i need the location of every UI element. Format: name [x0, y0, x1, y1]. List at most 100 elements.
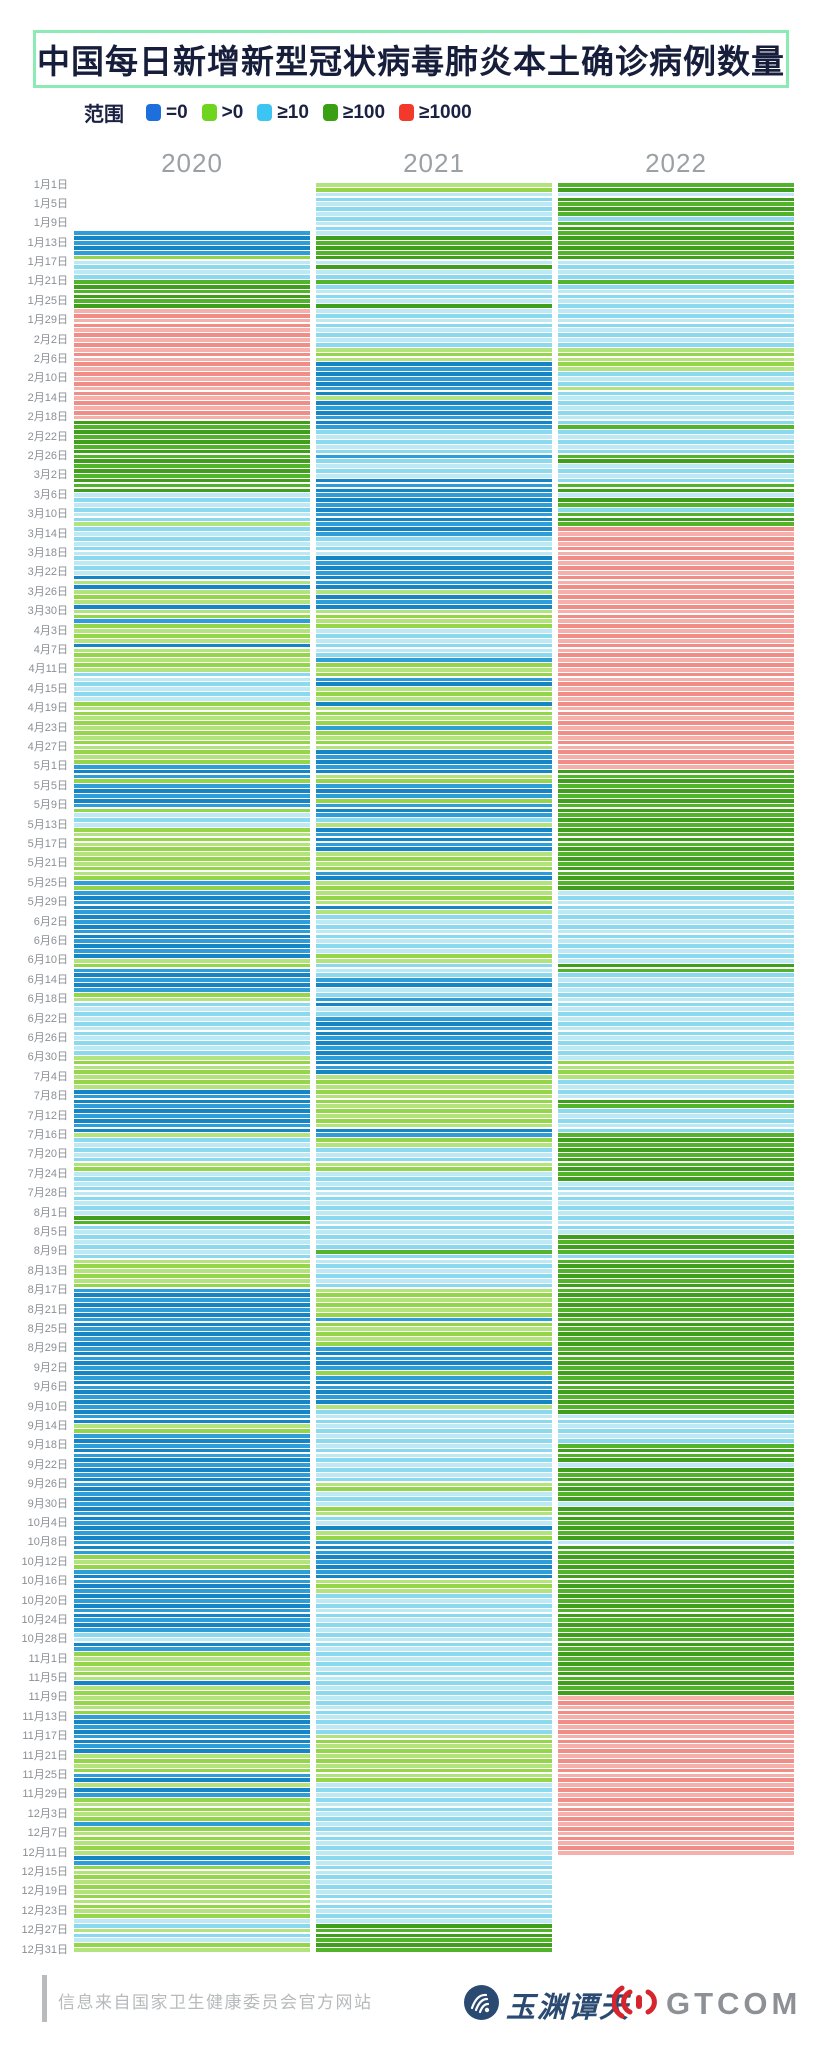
day-stripe [558, 1148, 794, 1152]
day-stripe [558, 1763, 794, 1768]
axis-label: 2月2日 [33, 333, 68, 346]
day-stripe [74, 871, 310, 876]
day-stripe [558, 876, 794, 881]
day-stripe [558, 1274, 794, 1278]
day-stripe [558, 1075, 794, 1079]
day-stripe [558, 881, 794, 885]
year-header-2020: 2020 [161, 148, 223, 178]
day-stripe [558, 221, 794, 226]
day-stripe [316, 900, 552, 905]
day-stripe [558, 1109, 794, 1113]
day-stripe [558, 944, 794, 949]
day-stripe [316, 299, 552, 304]
day-stripe [316, 1579, 552, 1584]
day-stripe [74, 1346, 310, 1351]
day-stripe [74, 1894, 310, 1899]
day-stripe [74, 527, 310, 531]
day-stripe [558, 1831, 794, 1836]
day-stripe [316, 522, 552, 527]
day-stripe [316, 934, 552, 939]
day-stripe [316, 958, 552, 963]
day-stripe [316, 1754, 552, 1758]
day-stripe [558, 1482, 794, 1487]
day-stripe [74, 1497, 310, 1501]
day-stripe [558, 1288, 794, 1293]
day-stripe [74, 1211, 310, 1215]
axis-label: 10月20日 [21, 1594, 68, 1607]
day-stripe [316, 401, 552, 405]
day-stripe [558, 1283, 794, 1288]
day-stripe [558, 1298, 794, 1303]
day-stripe [74, 372, 310, 376]
day-stripe [74, 1933, 310, 1938]
day-stripe [74, 1652, 310, 1657]
day-stripe [316, 604, 552, 609]
day-stripe [558, 493, 794, 498]
day-stripe [74, 813, 310, 818]
day-stripe [558, 1826, 794, 1831]
day-stripe [74, 1695, 310, 1700]
day-stripe [316, 420, 552, 425]
day-stripe [558, 284, 794, 289]
day-stripe [74, 328, 310, 333]
day-stripe [316, 1919, 552, 1923]
day-stripe [558, 1759, 794, 1763]
day-stripe [316, 1167, 552, 1172]
day-stripe [74, 648, 310, 653]
day-stripe [316, 1637, 552, 1642]
day-stripe [316, 1375, 552, 1380]
day-stripe [316, 711, 552, 716]
day-stripe [558, 1017, 794, 1021]
axis-label: 8月29日 [27, 1342, 68, 1355]
day-stripe [74, 1041, 310, 1046]
day-stripe [74, 1055, 310, 1060]
day-stripe [316, 216, 552, 221]
day-stripe [558, 1220, 794, 1225]
day-stripe [316, 1662, 552, 1666]
day-stripe [316, 818, 552, 822]
day-stripe [74, 1269, 310, 1273]
day-stripe [316, 803, 552, 808]
day-stripe [558, 236, 794, 241]
day-stripe [74, 978, 310, 982]
day-stripe [74, 473, 310, 478]
day-stripe [558, 309, 794, 313]
day-stripe [558, 915, 794, 919]
day-stripe [558, 1259, 794, 1264]
day-stripe [74, 1666, 310, 1671]
day-stripe [558, 1666, 794, 1671]
day-stripe [316, 1710, 552, 1715]
day-stripe [74, 1938, 310, 1943]
axis-label: 12月31日 [21, 1943, 68, 1956]
day-stripe [316, 1104, 552, 1109]
day-stripe [558, 1012, 794, 1016]
day-stripe [558, 818, 794, 822]
day-stripe [316, 1666, 552, 1671]
day-stripe [316, 1138, 552, 1142]
day-stripe [74, 682, 310, 687]
day-stripe [558, 949, 794, 953]
yuyuan-tantian-logo-icon [464, 1985, 499, 2020]
day-stripe [74, 1550, 310, 1555]
day-stripe [558, 1356, 794, 1361]
day-stripe [558, 1021, 794, 1026]
day-stripe [316, 1308, 552, 1312]
day-stripe [316, 1628, 552, 1632]
day-stripe [74, 522, 310, 527]
day-stripe [558, 1555, 794, 1560]
day-stripe [316, 357, 552, 362]
day-stripe [316, 1933, 552, 1938]
day-stripe [316, 978, 552, 982]
day-stripe [74, 779, 310, 784]
day-stripe [316, 842, 552, 847]
day-stripe [74, 1080, 310, 1084]
day-stripe [316, 663, 552, 667]
day-stripe [74, 667, 310, 672]
day-stripe [558, 367, 794, 371]
axis-label: 9月26日 [27, 1478, 68, 1491]
day-stripe [316, 1133, 552, 1138]
day-stripe [74, 1797, 310, 1802]
day-stripe [316, 692, 552, 696]
day-stripe [558, 343, 794, 347]
